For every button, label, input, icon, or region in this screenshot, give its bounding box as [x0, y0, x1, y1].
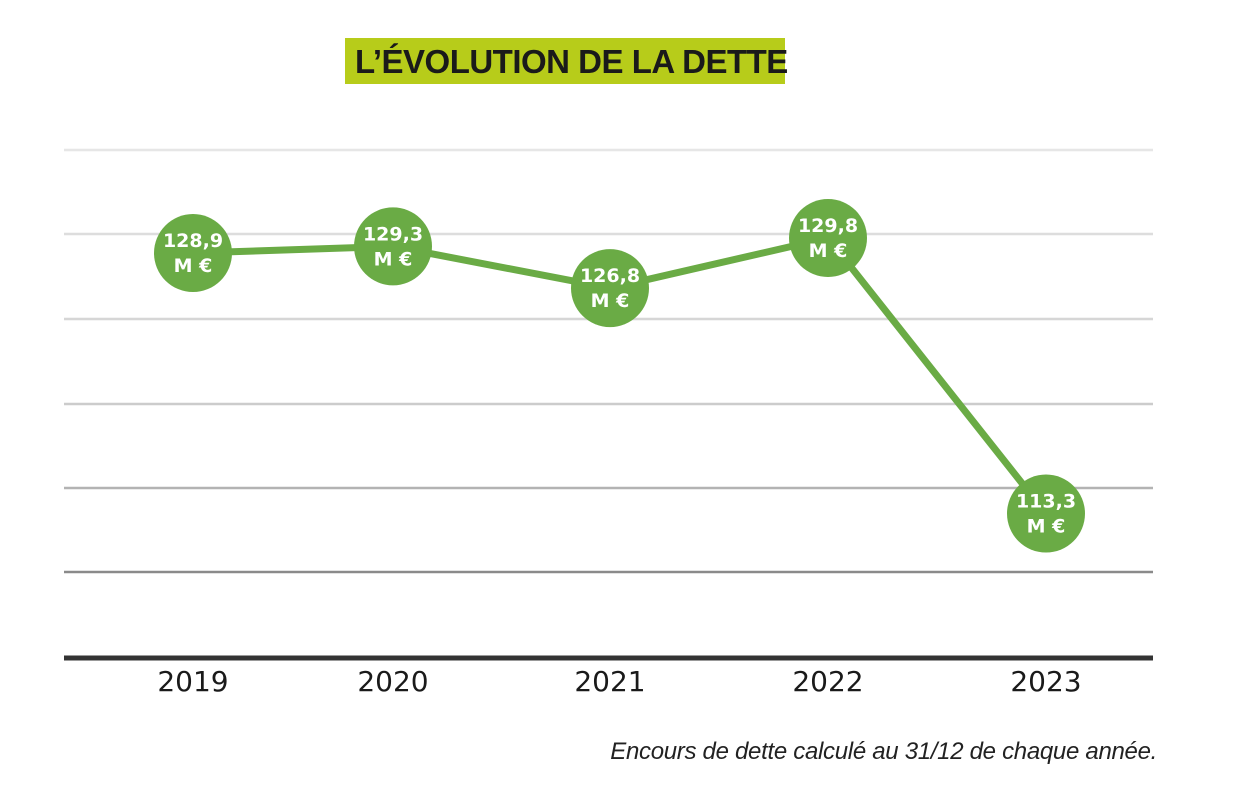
data-marker	[789, 199, 867, 277]
data-marker	[154, 214, 232, 293]
x-tick-label: 2023	[1010, 665, 1081, 698]
series-debt: 128,9 M € 129,3 M € 126,8 M € 129,8 M € 113,3 M €	[154, 199, 1085, 553]
data-label-unit: M €	[591, 290, 630, 312]
data-label-unit: M €	[1027, 516, 1066, 538]
data-point-2022: 129,8 M €	[789, 199, 867, 277]
gridlines	[64, 148, 1153, 574]
data-label-value: 129,8	[798, 215, 858, 237]
data-marker	[354, 207, 432, 286]
footnote: Encours de dette calculé au 31/12 de cha…	[610, 738, 1157, 765]
x-tick-labels: 2019 2020 2021 2022 2023	[157, 665, 1081, 698]
chart-title: L’ÉVOLUTION DE LA DETTE	[355, 43, 788, 80]
data-point-2019: 128,9 M €	[154, 214, 232, 293]
data-label-value: 129,3	[363, 223, 423, 245]
x-tick-label: 2022	[792, 665, 863, 698]
data-label-unit: M €	[174, 255, 213, 277]
data-label-unit: M €	[809, 240, 848, 262]
data-label-value: 113,3	[1016, 491, 1076, 513]
x-tick-label: 2021	[574, 665, 645, 698]
chart-title-box: L’ÉVOLUTION DE LA DETTE	[345, 38, 788, 84]
data-point-2020: 129,3 M €	[354, 207, 432, 286]
x-tick-label: 2020	[357, 665, 428, 698]
data-point-2023: 113,3 M €	[1007, 474, 1085, 553]
data-marker	[571, 249, 649, 328]
x-tick-label: 2019	[157, 665, 228, 698]
data-label-value: 126,8	[580, 265, 640, 287]
data-marker	[1007, 474, 1085, 553]
data-label-value: 128,9	[163, 230, 223, 252]
data-label-unit: M €	[374, 248, 413, 270]
data-point-2021: 126,8 M €	[571, 249, 649, 328]
